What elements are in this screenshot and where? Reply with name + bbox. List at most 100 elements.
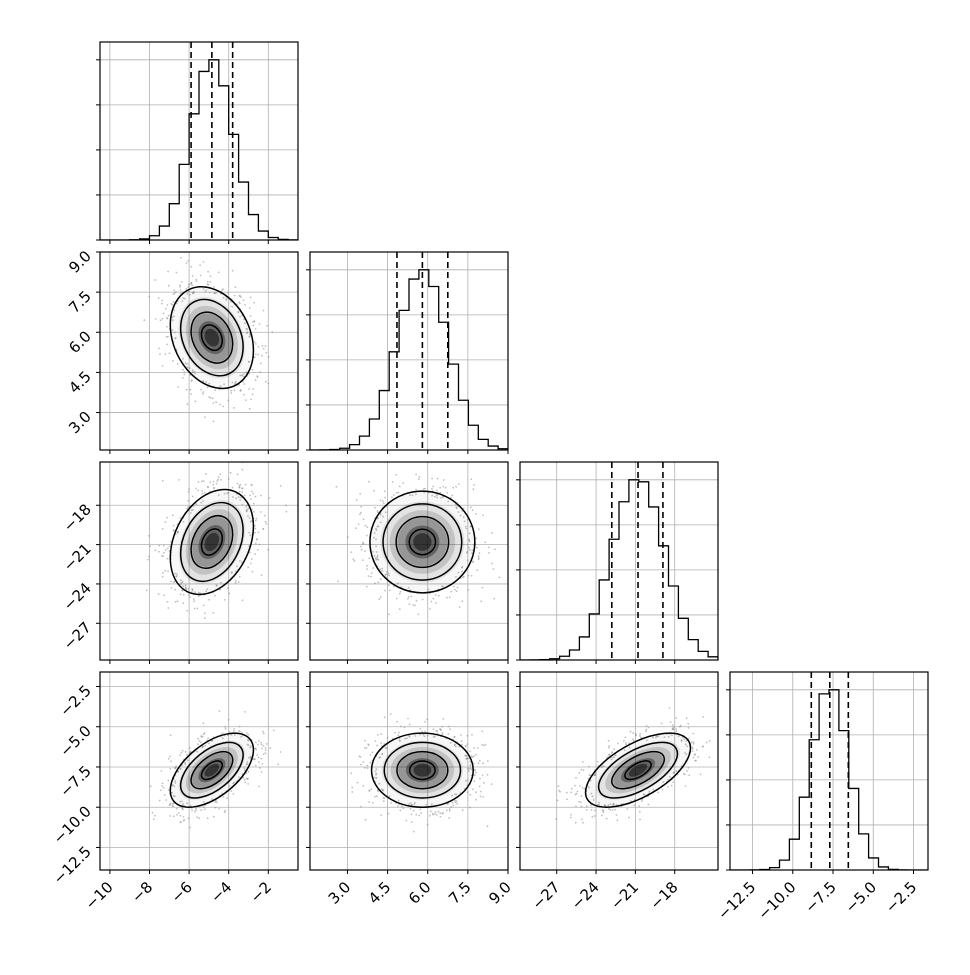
scatter-point bbox=[708, 740, 711, 742]
scatter-point bbox=[429, 810, 432, 813]
scatter-point bbox=[238, 486, 241, 489]
scatter-point bbox=[479, 790, 482, 793]
scatter-point bbox=[395, 473, 398, 476]
scatter-point bbox=[167, 335, 169, 338]
scatter-point bbox=[198, 817, 201, 820]
scatter-point bbox=[260, 511, 262, 513]
scatter-point bbox=[249, 315, 252, 317]
scatter-point bbox=[368, 557, 371, 560]
scatter-point bbox=[412, 809, 415, 812]
scatter-point bbox=[625, 743, 627, 746]
scatter-point bbox=[469, 764, 472, 767]
scatter-point bbox=[181, 580, 184, 583]
scatter-point bbox=[198, 591, 200, 594]
scatter-point bbox=[581, 761, 584, 763]
scatter-point bbox=[366, 767, 369, 770]
scatter-point bbox=[221, 732, 224, 734]
scatter-point bbox=[381, 570, 384, 572]
scatter-point bbox=[266, 324, 268, 327]
scatter-point bbox=[220, 581, 222, 584]
scatter-point bbox=[686, 745, 688, 748]
scatter-point bbox=[147, 535, 150, 537]
scatter-point bbox=[257, 531, 260, 534]
scatter-point bbox=[454, 801, 457, 804]
scatter-point bbox=[461, 570, 463, 573]
scatter-point bbox=[444, 486, 447, 489]
scatter-point bbox=[239, 315, 242, 318]
scatter-point bbox=[641, 798, 643, 801]
scatter-panel-1-0: 3.0 4.5 6.0 7.5 9.0 bbox=[65, 247, 299, 454]
scatter-point bbox=[453, 799, 456, 802]
y-tick-label: 9.0 bbox=[65, 247, 95, 277]
scatter-point bbox=[479, 777, 481, 780]
scatter-point bbox=[414, 802, 416, 804]
scatter-point bbox=[466, 791, 469, 794]
scatter-point bbox=[350, 772, 353, 775]
scatter-point bbox=[235, 570, 237, 573]
scatter-point bbox=[162, 544, 165, 547]
scatter-point bbox=[182, 816, 185, 818]
scatter-point bbox=[414, 604, 416, 607]
scatter-point bbox=[189, 512, 192, 514]
scatter-point bbox=[481, 744, 483, 746]
scatter-point bbox=[245, 763, 248, 766]
scatter-point bbox=[374, 740, 377, 742]
scatter-point bbox=[369, 754, 372, 756]
scatter-point bbox=[262, 730, 264, 733]
scatter-point bbox=[633, 798, 636, 801]
scatter-point bbox=[373, 776, 375, 779]
scatter-point bbox=[692, 741, 695, 744]
scatter-point bbox=[660, 722, 663, 725]
scatter-point bbox=[574, 821, 577, 824]
scatter-point bbox=[172, 300, 175, 303]
scatter-point bbox=[186, 293, 189, 295]
scatter-point bbox=[161, 571, 164, 574]
scatter-point bbox=[588, 774, 591, 776]
scatter-point bbox=[632, 739, 635, 742]
scatter-point bbox=[434, 495, 436, 498]
contour-level-2 bbox=[597, 741, 679, 799]
scatter-point bbox=[364, 747, 366, 749]
scatter-point bbox=[248, 388, 251, 390]
scatter-point bbox=[629, 730, 632, 733]
scatter-point bbox=[468, 757, 470, 760]
scatter-point bbox=[405, 819, 408, 822]
scatter-point bbox=[442, 479, 445, 481]
scatter-point bbox=[187, 283, 190, 286]
scatter-point bbox=[412, 830, 415, 833]
scatter-point bbox=[398, 739, 401, 742]
scatter-point bbox=[246, 761, 249, 763]
scatter-point bbox=[368, 790, 371, 792]
scatter-point bbox=[232, 407, 235, 409]
grid bbox=[100, 672, 298, 870]
scatter-point bbox=[191, 509, 194, 511]
scatter-point bbox=[462, 516, 465, 518]
scatter-point bbox=[446, 596, 448, 599]
scatter-point bbox=[257, 353, 260, 356]
scatter-point bbox=[252, 502, 255, 505]
scatter-point bbox=[476, 747, 479, 749]
scatter-point bbox=[285, 510, 288, 513]
scatter-point bbox=[581, 818, 583, 821]
scatter-point bbox=[387, 572, 390, 575]
scatter-point bbox=[265, 351, 268, 354]
scatter-point bbox=[249, 551, 251, 554]
scatter-point bbox=[245, 777, 248, 780]
scatter-point bbox=[254, 495, 257, 498]
scatter-point bbox=[477, 555, 480, 557]
scatter-point bbox=[488, 552, 490, 554]
scatter-point bbox=[408, 603, 411, 606]
grid bbox=[100, 462, 298, 660]
panel-frame bbox=[99, 251, 299, 451]
scatter-point bbox=[191, 275, 194, 277]
scatter-point bbox=[468, 539, 471, 542]
scatter-point bbox=[161, 302, 163, 305]
scatter-point bbox=[202, 806, 205, 808]
scatter-point bbox=[360, 545, 362, 548]
scatter-point bbox=[183, 371, 186, 373]
scatter-point bbox=[559, 790, 561, 793]
scatter-point bbox=[223, 492, 226, 495]
scatter-point bbox=[175, 271, 178, 274]
scatter-point bbox=[469, 767, 472, 770]
scatter-point bbox=[243, 393, 245, 396]
